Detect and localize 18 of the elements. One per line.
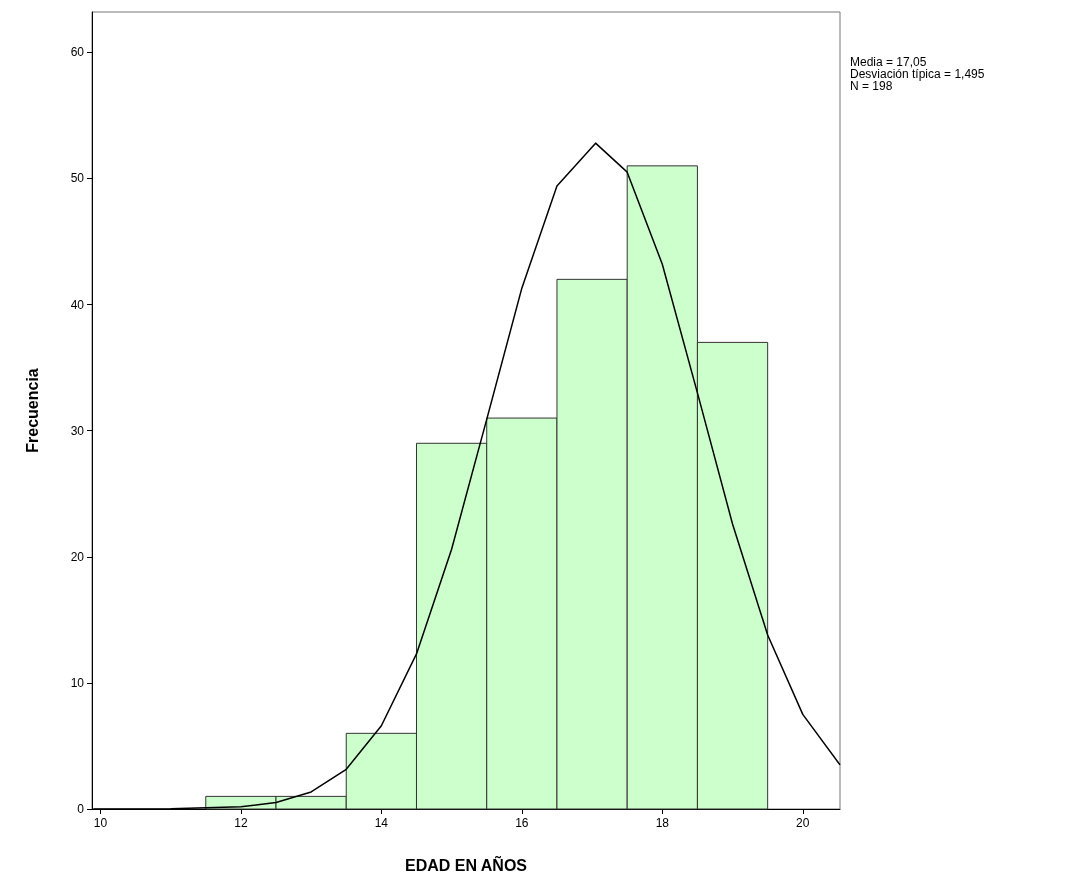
y-tick-label: 50 bbox=[70, 171, 85, 186]
y-tick-label: 60 bbox=[70, 45, 85, 60]
x-axis-title: EDAD EN AÑOS bbox=[404, 854, 528, 874]
text: Desviación típica = 1,495 bbox=[850, 67, 985, 81]
x-tick-label: 16 bbox=[515, 816, 529, 830]
x-tick-label: 10 bbox=[93, 816, 108, 830]
x-tick-label: 20 bbox=[796, 816, 810, 830]
y-tick-label: 10 bbox=[70, 675, 85, 690]
text: Media = 17,05 bbox=[850, 55, 927, 69]
x-tick-label: 12 bbox=[234, 816, 248, 830]
y-axis-title: Frecuencia bbox=[23, 368, 41, 453]
y-tick-label: 0 bbox=[77, 802, 85, 816]
y-tick-label: 30 bbox=[70, 423, 85, 438]
y-tick-label: 40 bbox=[70, 297, 85, 312]
x-tick-label: 14 bbox=[374, 816, 389, 830]
x-tick-label: 18 bbox=[655, 816, 670, 830]
text: N = 198 bbox=[850, 79, 893, 93]
y-tick-label: 20 bbox=[70, 549, 85, 564]
